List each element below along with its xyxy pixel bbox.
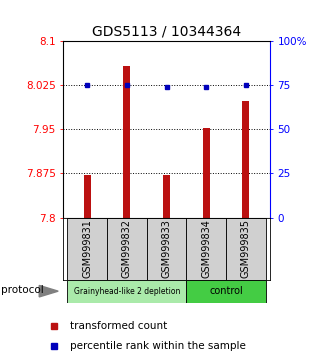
Bar <box>147 218 186 280</box>
Text: protocol: protocol <box>1 285 44 295</box>
Bar <box>123 66 131 218</box>
Bar <box>84 175 91 218</box>
Text: GSM999835: GSM999835 <box>241 219 251 278</box>
Text: control: control <box>209 286 243 296</box>
Bar <box>67 218 107 280</box>
Text: Grainyhead-like 2 depletion: Grainyhead-like 2 depletion <box>74 287 180 296</box>
Bar <box>107 218 147 280</box>
Bar <box>186 280 266 303</box>
Text: GSM999832: GSM999832 <box>122 219 132 278</box>
Text: GSM999834: GSM999834 <box>201 219 211 278</box>
Text: transformed count: transformed count <box>70 321 167 331</box>
Text: GSM999833: GSM999833 <box>162 219 171 278</box>
Bar <box>203 128 210 218</box>
Polygon shape <box>39 285 58 297</box>
Bar <box>163 175 170 218</box>
Bar <box>186 218 226 280</box>
Text: GSM999831: GSM999831 <box>82 219 92 278</box>
Text: percentile rank within the sample: percentile rank within the sample <box>70 341 245 351</box>
Title: GDS5113 / 10344364: GDS5113 / 10344364 <box>92 24 241 38</box>
Bar <box>67 280 186 303</box>
Bar <box>242 102 249 218</box>
Bar <box>226 218 266 280</box>
